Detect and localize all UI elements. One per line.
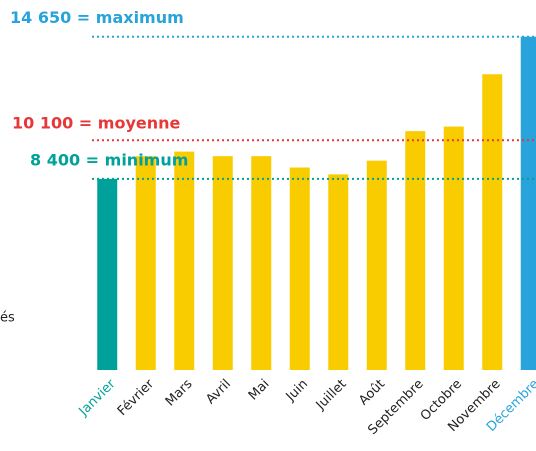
x-tick-label: Juillet [313,377,350,414]
x-tick-label: Mai [246,377,273,404]
bar [443,126,464,370]
bar [405,131,426,370]
bar [135,156,156,370]
bar [97,178,118,370]
x-tick-label: Avril [203,377,234,408]
reference-label: 8 400 = minimum [30,150,188,169]
x-tick-label: Juin [283,377,311,405]
x-tick-label: Janvier [76,376,119,419]
x-tick-label: Mars [163,377,196,410]
x-tick-label: Février [115,376,158,419]
bar [289,167,310,370]
bar [174,151,195,370]
annotation: és [0,311,15,326]
bar [212,156,233,370]
bar [520,36,536,371]
bar [328,174,349,370]
bar [482,74,503,370]
x-tick-label: Août [356,377,388,409]
bar [251,156,272,370]
reference-label: 14 650 = maximum [10,8,184,27]
bar [366,160,387,370]
reference-label: 10 100 = moyenne [12,114,181,133]
